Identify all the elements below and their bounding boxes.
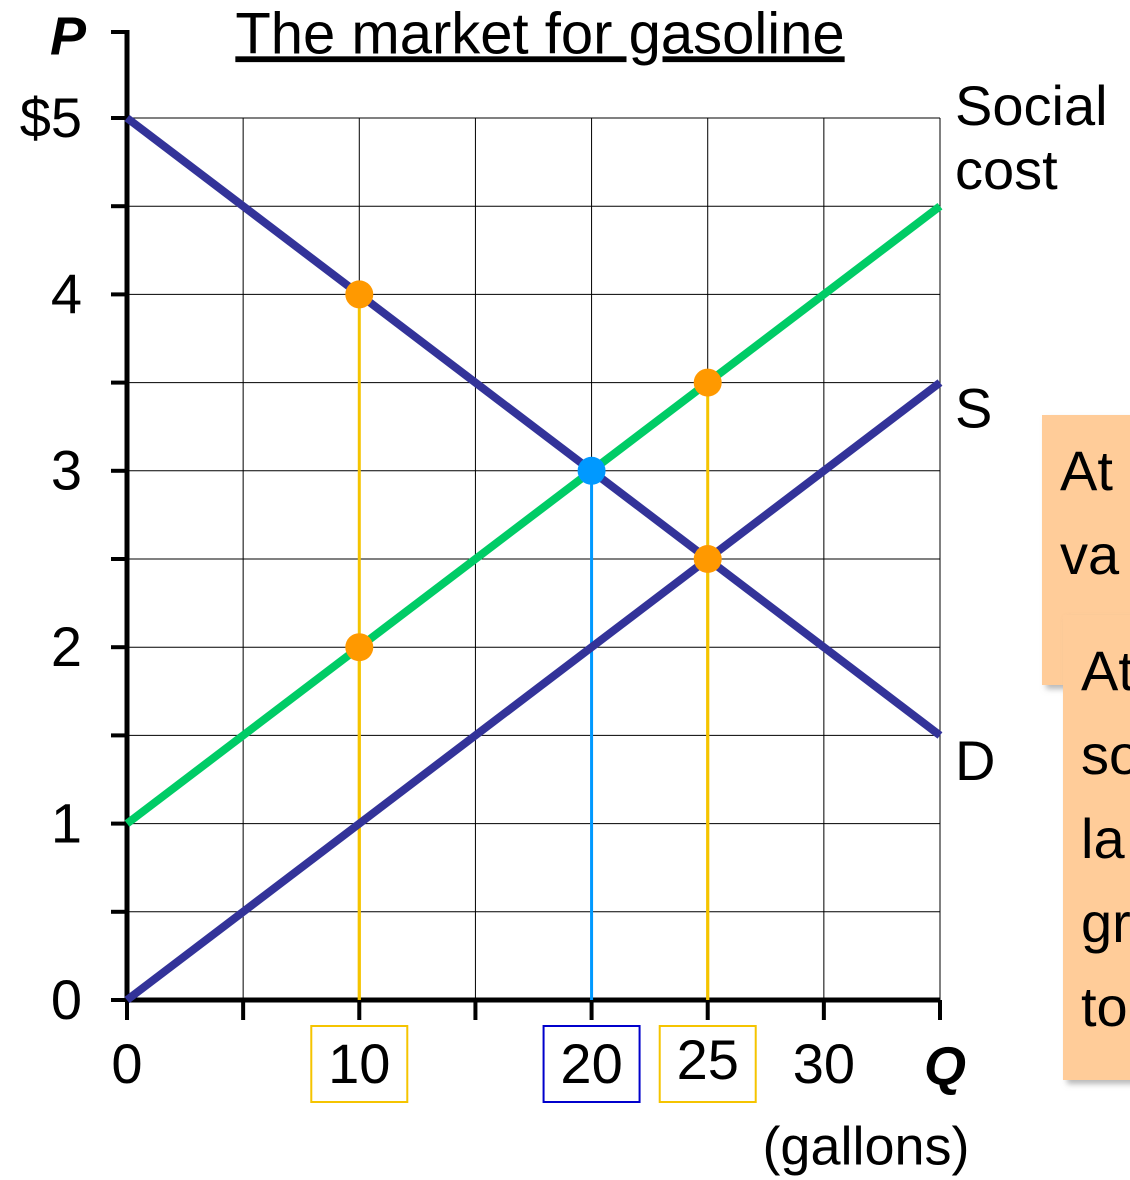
y-axis-label: P xyxy=(50,6,87,66)
y-tick-label: 1 xyxy=(51,791,82,854)
x-tick-label: 20 xyxy=(560,1032,622,1095)
y-tick-label: 2 xyxy=(51,615,82,678)
x-tick-label: 25 xyxy=(677,1028,739,1091)
series-label: Social cost xyxy=(955,74,1108,201)
note-text: la xyxy=(1081,807,1125,870)
note-text: gr xyxy=(1081,891,1130,954)
note-text: At xyxy=(1081,639,1130,702)
chart-title: The market for gasoline xyxy=(235,1,844,66)
note-text: so xyxy=(1081,723,1130,786)
curve xyxy=(124,114,943,739)
point xyxy=(345,633,374,662)
x-tick-label: 10 xyxy=(328,1032,390,1095)
x-tick-box xyxy=(310,1025,409,1103)
x-tick-label: 0 xyxy=(111,1032,142,1095)
note-box xyxy=(1063,615,1130,1080)
point xyxy=(577,456,606,485)
series-label: S xyxy=(955,376,992,439)
curve xyxy=(124,379,943,1004)
point xyxy=(345,280,374,309)
series-label: D xyxy=(955,729,995,792)
curve xyxy=(124,203,943,827)
y-tick-label: 4 xyxy=(51,262,82,325)
note-text: va xyxy=(1060,523,1120,586)
point xyxy=(693,545,722,573)
note-text: At xyxy=(1060,439,1113,502)
y-tick-label: 0 xyxy=(51,968,82,1031)
x-tick-box xyxy=(658,1025,757,1103)
note-text: to xyxy=(1081,975,1128,1038)
point xyxy=(693,368,722,397)
x-axis-unit: (gallons) xyxy=(762,1116,969,1176)
y-tick-label: 3 xyxy=(51,439,82,502)
y-tick-label: $5 xyxy=(20,86,82,149)
x-tick-box xyxy=(542,1025,641,1103)
x-axis-label: Q xyxy=(924,1036,966,1096)
x-tick-label: 30 xyxy=(793,1032,855,1095)
